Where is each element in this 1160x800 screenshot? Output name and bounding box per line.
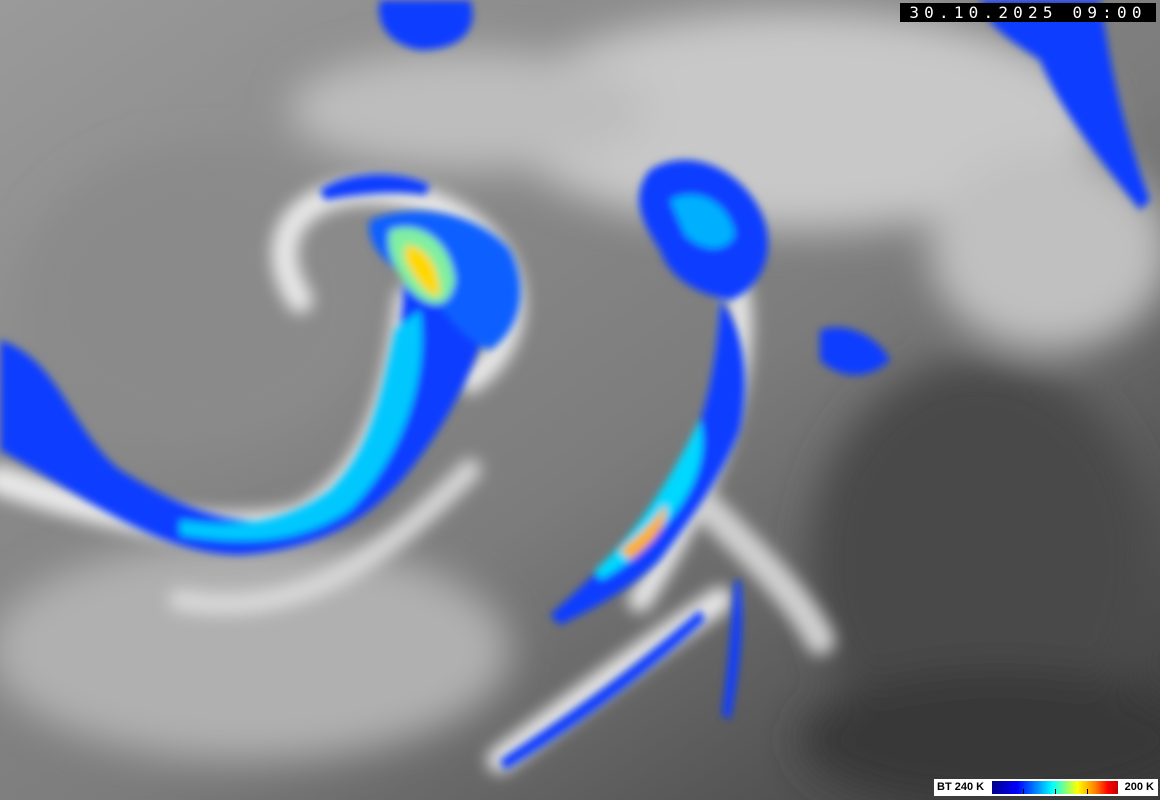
legend-color-bar <box>992 781 1118 794</box>
legend-tick <box>1023 789 1024 794</box>
legend-tick <box>1087 789 1088 794</box>
legend-min-label: BT 240 K <box>937 781 985 793</box>
cloud-layer <box>0 10 1160 800</box>
timestamp-label: 30.10.2025 09:00 <box>900 3 1156 22</box>
legend-tick <box>1055 789 1056 794</box>
color-scale-legend: BT 240 K 200 K <box>934 779 1158 796</box>
legend-max-label: 200 K <box>1124 781 1154 793</box>
cold-cloud-tops <box>0 0 1150 770</box>
